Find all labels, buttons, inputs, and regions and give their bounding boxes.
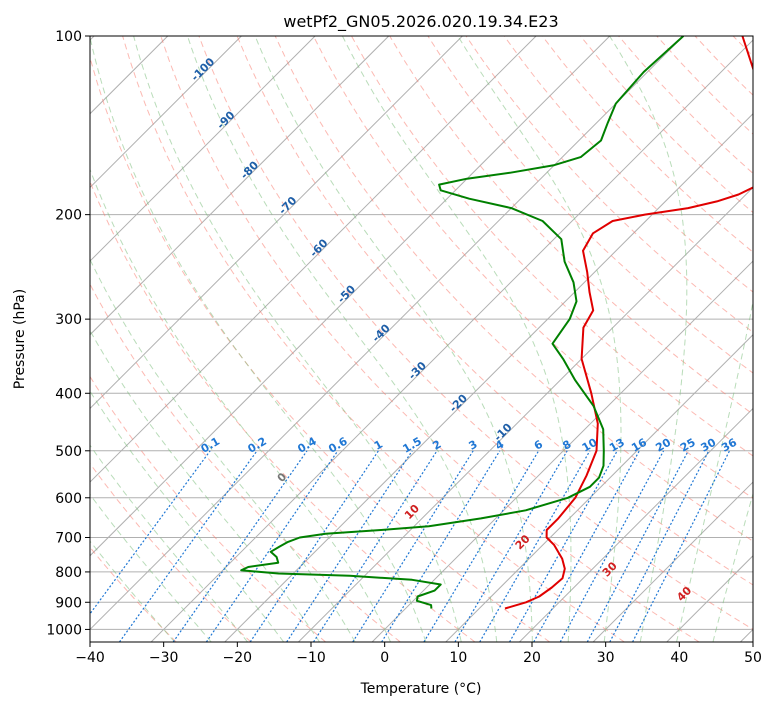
isotherm-line bbox=[90, 36, 316, 262]
chart-title: wetPf2_GN05.2026.020.19.34.E23 bbox=[283, 12, 558, 32]
mixing-ratio-line bbox=[509, 450, 618, 642]
mixing-ratio-line bbox=[381, 450, 501, 642]
dry-adiabat bbox=[90, 462, 252, 642]
dry-adiabat bbox=[274, 36, 753, 542]
mixing-ratio-line bbox=[454, 450, 568, 642]
mixing-ratio-line bbox=[312, 450, 438, 642]
moist-adiabat bbox=[90, 493, 212, 642]
x-tick-label: 30 bbox=[597, 650, 615, 666]
isotherm-line bbox=[90, 36, 463, 410]
moist-adiabat bbox=[457, 36, 622, 642]
y-tick-label: 800 bbox=[55, 565, 82, 581]
y-tick-label: 900 bbox=[55, 595, 82, 611]
y-tick-label: 1000 bbox=[46, 622, 82, 638]
y-axis-label: Pressure (hPa) bbox=[12, 289, 28, 389]
x-tick-label: 40 bbox=[670, 650, 688, 666]
x-tick-label: 10 bbox=[449, 650, 467, 666]
isotherm-line bbox=[592, 481, 753, 642]
mixing-ratio-line bbox=[90, 450, 211, 615]
moist-adiabat bbox=[90, 258, 356, 642]
moist-adiabat bbox=[90, 390, 285, 642]
dewpoint-profile bbox=[240, 36, 685, 609]
y-tick-label: 700 bbox=[55, 531, 82, 547]
x-tick-label: −40 bbox=[75, 650, 105, 666]
y-tick-label: 500 bbox=[55, 444, 82, 460]
isotherm-line bbox=[371, 260, 753, 642]
x-axis-ticks: −40 −30 −20 −10 0 10 20 30 40 50 bbox=[75, 642, 762, 666]
x-tick-label: 0 bbox=[380, 650, 389, 666]
x-tick-label: 50 bbox=[744, 650, 762, 666]
dry-adiabat bbox=[236, 36, 753, 586]
mixing-ratio-line bbox=[479, 450, 591, 642]
temperature-profile bbox=[504, 36, 753, 610]
isotherm-line bbox=[224, 113, 753, 642]
isotherm-line bbox=[150, 39, 753, 642]
x-tick-label: 20 bbox=[523, 650, 541, 666]
moist-adiabat bbox=[90, 329, 320, 642]
dry-adiabat bbox=[122, 36, 625, 642]
y-tick-label: 100 bbox=[55, 29, 82, 45]
x-axis-label: Temperature (°C) bbox=[360, 681, 482, 697]
mixing-ratio-line bbox=[586, 450, 689, 642]
background-lines bbox=[90, 36, 753, 642]
dry-adiabat bbox=[312, 36, 753, 499]
moist-adiabat bbox=[676, 299, 753, 642]
mixing-ratio-line bbox=[533, 450, 640, 642]
isotherm-line bbox=[445, 334, 753, 642]
isotherm-line bbox=[90, 36, 684, 631]
plot-frame bbox=[89, 35, 754, 643]
y-tick-label: 600 bbox=[55, 491, 82, 507]
mixing-ratio-line bbox=[205, 450, 339, 642]
x-tick-label: −10 bbox=[296, 650, 326, 666]
dry-adiabat bbox=[503, 36, 753, 293]
x-tick-label: −30 bbox=[149, 650, 179, 666]
mixing-ratio-line bbox=[352, 450, 474, 642]
moist-adiabat bbox=[133, 36, 462, 642]
moist-adiabat bbox=[341, 36, 572, 642]
profiles bbox=[240, 36, 753, 610]
isotherm-line bbox=[90, 36, 537, 483]
moist-adiabat bbox=[90, 36, 427, 642]
mixing-ratio-line bbox=[559, 450, 665, 642]
moist-adiabat bbox=[187, 36, 498, 642]
x-tick-label: −20 bbox=[223, 650, 253, 666]
y-tick-label: 300 bbox=[55, 312, 82, 328]
isotherm-line bbox=[90, 36, 390, 336]
isotherm-line bbox=[519, 407, 753, 642]
moist-adiabat bbox=[609, 36, 688, 642]
y-tick-label: 200 bbox=[55, 208, 82, 224]
isotherm-line bbox=[90, 36, 242, 189]
moist-adiabat bbox=[90, 168, 391, 642]
dry-adiabat bbox=[90, 375, 326, 642]
y-axis-ticks: 100 200 300 400 500 600 700 800 900 1000 bbox=[46, 29, 90, 638]
dry-adiabat bbox=[198, 36, 753, 630]
moist-adiabat bbox=[90, 444, 248, 642]
dry-adiabat bbox=[90, 55, 550, 642]
moist-adiabat bbox=[712, 492, 753, 642]
y-tick-label: 400 bbox=[55, 386, 82, 402]
mixing-ratio-line bbox=[172, 450, 308, 642]
isotherm-line bbox=[90, 36, 611, 557]
dry-adiabat bbox=[160, 36, 700, 642]
moist-adiabat bbox=[90, 540, 176, 642]
mixing-ratio-line bbox=[423, 450, 540, 642]
mixing-ratio-line bbox=[118, 450, 258, 642]
